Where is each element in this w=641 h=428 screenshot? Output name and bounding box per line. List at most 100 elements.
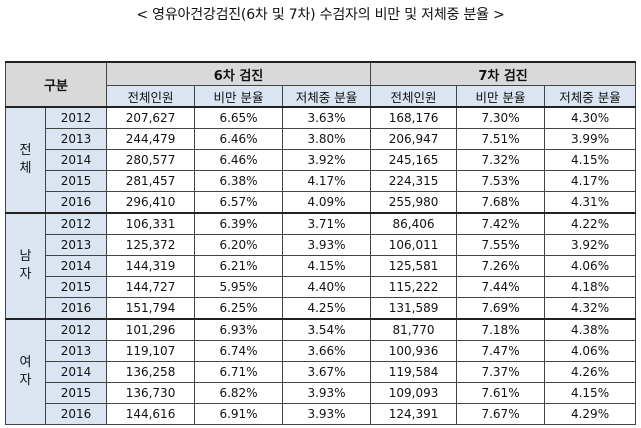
cell-6-obese: 6.46% bbox=[194, 149, 284, 171]
cell-6-total: 144,616 bbox=[106, 403, 196, 425]
cell-6-total: 244,479 bbox=[106, 128, 196, 150]
header-group-6: 6차 검진 bbox=[106, 61, 372, 86]
cell-7-under: 4.17% bbox=[544, 170, 637, 192]
cell-7-under: 4.15% bbox=[544, 149, 637, 171]
cell-6-total: 125,372 bbox=[106, 234, 196, 256]
cell-7-under: 4.38% bbox=[544, 318, 637, 341]
header-col-7-total: 전체인원 bbox=[370, 85, 458, 108]
cell-7-obese: 7.69% bbox=[456, 297, 546, 320]
cell-6-obese: 6.39% bbox=[194, 212, 284, 235]
cell-year: 2012 bbox=[44, 212, 108, 235]
cell-year: 2016 bbox=[44, 191, 108, 214]
cell-year: 2016 bbox=[44, 297, 108, 320]
cell-6-under: 3.66% bbox=[282, 340, 372, 362]
cell-6-obese: 6.57% bbox=[194, 191, 284, 214]
cell-7-obese: 7.37% bbox=[456, 361, 546, 383]
cell-6-obese: 6.82% bbox=[194, 382, 284, 404]
cell-6-obese: 6.65% bbox=[194, 106, 284, 129]
cell-6-total: 296,410 bbox=[106, 191, 196, 214]
cell-year: 2015 bbox=[44, 170, 108, 192]
cell-6-under: 3.71% bbox=[282, 212, 372, 235]
header-col-7-obese: 비만 분율 bbox=[456, 85, 546, 108]
cell-6-total: 281,457 bbox=[106, 170, 196, 192]
cell-7-obese: 7.51% bbox=[456, 128, 546, 150]
cell-7-total: 224,315 bbox=[370, 170, 458, 192]
cell-6-under: 4.15% bbox=[282, 255, 372, 277]
cell-7-under: 4.18% bbox=[544, 276, 637, 298]
cell-7-under: 4.26% bbox=[544, 361, 637, 383]
cell-6-total: 136,258 bbox=[106, 361, 196, 383]
cell-6-under: 3.93% bbox=[282, 403, 372, 425]
cell-6-obese: 6.91% bbox=[194, 403, 284, 425]
table-row: 2015 136,730 6.82% 3.93% 109,093 7.61% 4.15% bbox=[6, 382, 637, 404]
obesity-underweight-table: 구분 6차 검진 7차 검진 전체인원 비만 분율 저체중 분율 전체인원 비만… bbox=[4, 61, 637, 425]
cell-7-under: 3.92% bbox=[544, 234, 637, 256]
cell-6-total: 144,727 bbox=[106, 276, 196, 298]
cell-7-under: 3.99% bbox=[544, 128, 637, 150]
cell-year: 2015 bbox=[44, 382, 108, 404]
cell-7-total: 119,584 bbox=[370, 361, 458, 383]
cell-6-under: 4.09% bbox=[282, 191, 372, 214]
cell-6-obese: 6.25% bbox=[194, 297, 284, 320]
cell-7-obese: 7.30% bbox=[456, 106, 546, 129]
cell-7-total: 131,589 bbox=[370, 297, 458, 320]
cell-7-under: 4.31% bbox=[544, 191, 637, 214]
cell-7-obese: 7.68% bbox=[456, 191, 546, 214]
group-label-char: 체 bbox=[19, 161, 32, 176]
table-row: 2014 136,258 6.71% 3.67% 119,584 7.37% 4.26% bbox=[6, 361, 637, 383]
cell-7-total: 109,093 bbox=[370, 382, 458, 404]
cell-6-total: 207,627 bbox=[106, 106, 196, 129]
cell-7-obese: 7.26% bbox=[456, 255, 546, 277]
page-title: < 영유아건강검진(6차 및 7차) 수검자의 비만 및 저체중 분율 > bbox=[136, 7, 505, 23]
cell-6-under: 3.67% bbox=[282, 361, 372, 383]
table-row: 여 자 2012 101,296 6.93% 3.54% 81,770 7.18% 4.38% bbox=[5, 318, 637, 425]
cell-6-total: 119,107 bbox=[106, 340, 196, 362]
cell-6-obese: 6.21% bbox=[194, 255, 284, 277]
cell-6-obese: 6.46% bbox=[194, 128, 284, 150]
table-row: 2016 296,410 6.57% 4.09% 255,980 7.68% 4.31% bbox=[6, 191, 637, 214]
cell-6-total: 280,577 bbox=[106, 149, 196, 171]
cell-year: 2013 bbox=[44, 234, 108, 256]
cell-6-total: 101,296 bbox=[106, 318, 196, 341]
cell-6-under: 4.17% bbox=[282, 170, 372, 192]
group-label-char: 여 bbox=[19, 355, 32, 370]
header-col-6-under: 저체중 분율 bbox=[282, 85, 372, 108]
cell-7-obese: 7.44% bbox=[456, 276, 546, 298]
cell-6-total: 151,794 bbox=[106, 297, 196, 320]
cell-7-obese: 7.53% bbox=[456, 170, 546, 192]
cell-7-total: 115,222 bbox=[370, 276, 458, 298]
cell-7-total: 245,165 bbox=[370, 149, 458, 171]
table-row: 2013 119,107 6.74% 3.66% 100,936 7.47% 4.06% bbox=[6, 340, 637, 362]
header-category: 구분 bbox=[4, 61, 108, 108]
cell-7-total: 124,391 bbox=[370, 403, 458, 425]
group-label-char: 남 bbox=[19, 249, 32, 264]
group-label-char: 자 bbox=[19, 373, 32, 388]
cell-7-obese: 7.47% bbox=[456, 340, 546, 362]
cell-7-total: 81,770 bbox=[370, 318, 458, 341]
header-col-6-obese: 비만 분율 bbox=[194, 85, 284, 108]
cell-year: 2012 bbox=[44, 106, 108, 129]
table-row: 2015 144,727 5.95% 4.40% 115,222 7.44% 4.18% bbox=[6, 276, 637, 298]
header-row-groups: 구분 6차 검진 7차 검진 bbox=[4, 61, 637, 108]
table-row: 2016 144,616 6.91% 3.93% 124,391 7.67% 4.29% bbox=[6, 403, 637, 425]
cell-6-under: 3.93% bbox=[282, 234, 372, 256]
cell-7-total: 168,176 bbox=[370, 106, 458, 129]
cell-year: 2016 bbox=[44, 403, 108, 425]
header-col-7-under: 저체중 분율 bbox=[544, 85, 637, 108]
cell-6-total: 144,319 bbox=[106, 255, 196, 277]
table-row: 2016 151,794 6.25% 4.25% 131,589 7.69% 4.32% bbox=[6, 297, 637, 320]
table-row: 2013 244,479 6.46% 3.80% 206,947 7.51% 3.99% bbox=[6, 128, 637, 150]
cell-7-total: 255,980 bbox=[370, 191, 458, 214]
header-group-7: 7차 검진 bbox=[370, 61, 637, 86]
group-label-char: 전 bbox=[19, 143, 32, 158]
cell-year: 2015 bbox=[44, 276, 108, 298]
cell-6-obese: 5.95% bbox=[194, 276, 284, 298]
cell-year: 2014 bbox=[44, 361, 108, 383]
cell-7-under: 4.15% bbox=[544, 382, 637, 404]
group-label-char: 자 bbox=[19, 267, 32, 282]
cell-7-total: 106,011 bbox=[370, 234, 458, 256]
cell-6-under: 4.25% bbox=[282, 297, 372, 320]
cell-7-under: 4.06% bbox=[544, 340, 637, 362]
